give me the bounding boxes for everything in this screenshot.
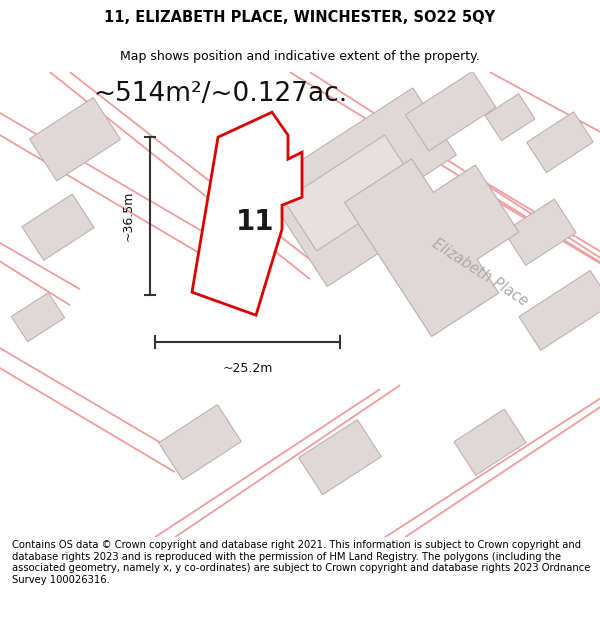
Polygon shape bbox=[344, 159, 519, 336]
Text: Elizabeth Place: Elizabeth Place bbox=[430, 236, 530, 309]
Polygon shape bbox=[22, 194, 94, 260]
Text: ~514m²/~0.127ac.: ~514m²/~0.127ac. bbox=[93, 81, 347, 107]
Polygon shape bbox=[192, 112, 302, 315]
Text: Contains OS data © Crown copyright and database right 2021. This information is : Contains OS data © Crown copyright and d… bbox=[12, 540, 590, 585]
Text: ~36.5m: ~36.5m bbox=[121, 191, 134, 241]
Polygon shape bbox=[262, 88, 457, 286]
Polygon shape bbox=[485, 94, 535, 141]
Text: ~25.2m: ~25.2m bbox=[223, 362, 272, 374]
Polygon shape bbox=[519, 271, 600, 350]
Polygon shape bbox=[299, 419, 382, 495]
Polygon shape bbox=[527, 112, 593, 173]
Polygon shape bbox=[406, 71, 496, 151]
Polygon shape bbox=[11, 292, 65, 342]
Polygon shape bbox=[29, 98, 121, 181]
Text: 11, ELIZABETH PLACE, WINCHESTER, SO22 5QY: 11, ELIZABETH PLACE, WINCHESTER, SO22 5Q… bbox=[104, 11, 496, 26]
Polygon shape bbox=[504, 199, 576, 265]
Polygon shape bbox=[454, 409, 526, 475]
Polygon shape bbox=[284, 135, 417, 251]
Polygon shape bbox=[158, 404, 241, 480]
Text: 11: 11 bbox=[236, 208, 274, 236]
Text: Map shows position and indicative extent of the property.: Map shows position and indicative extent… bbox=[120, 49, 480, 62]
